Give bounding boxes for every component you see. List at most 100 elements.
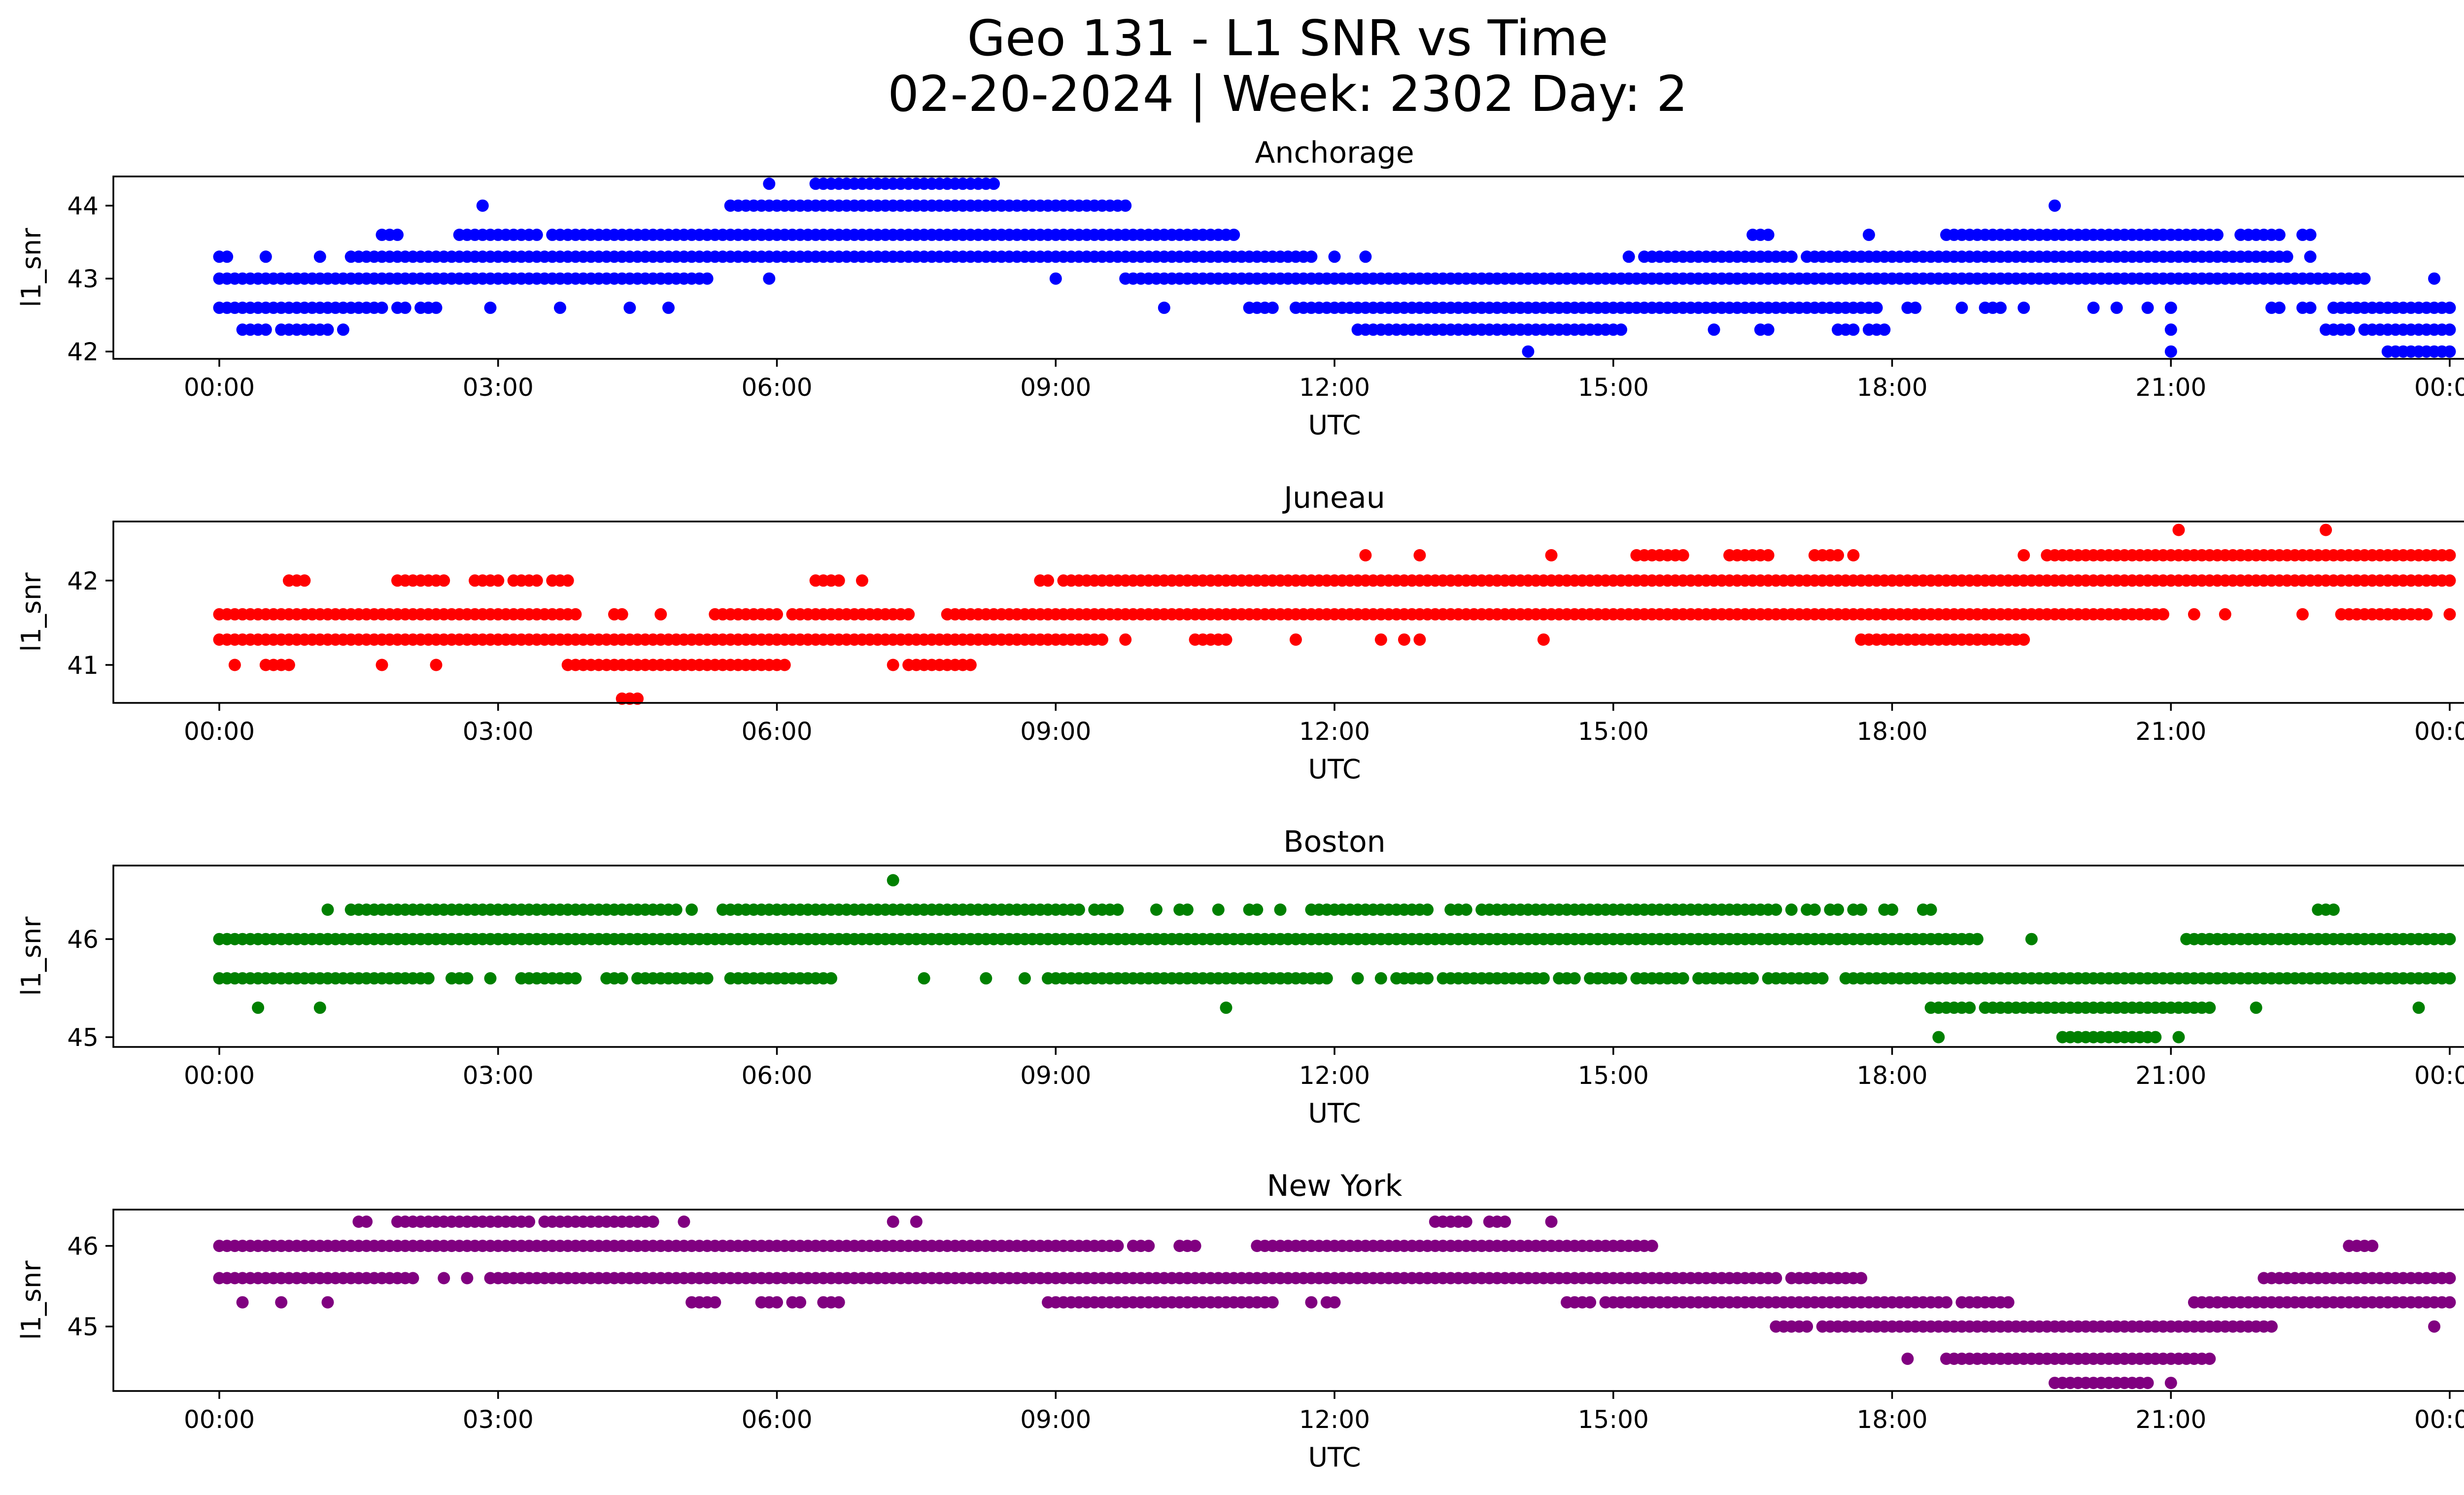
- data-point: [2141, 1377, 2154, 1390]
- data-point: [887, 659, 899, 671]
- x-tick-label: 15:00: [1578, 373, 1649, 402]
- x-tick-label: 21:00: [2135, 373, 2206, 402]
- y-tick-label: 42: [67, 338, 99, 366]
- data-point: [1096, 633, 1108, 646]
- data-point: [1220, 1001, 1232, 1014]
- data-point: [1862, 228, 1875, 241]
- data-point: [313, 250, 326, 263]
- x-tick-label: 15:00: [1578, 1061, 1649, 1090]
- data-point: [1971, 933, 1984, 945]
- x-tick-label: 03:00: [463, 717, 534, 746]
- data-point: [2443, 972, 2456, 985]
- data-point: [1189, 1240, 1201, 1252]
- data-point: [988, 177, 1000, 190]
- data-point: [1359, 250, 1372, 263]
- data-point: [1460, 904, 1472, 916]
- data-point: [252, 1001, 265, 1014]
- data-point: [1537, 633, 1550, 646]
- data-point: [709, 1296, 721, 1309]
- data-point: [1328, 1296, 1341, 1309]
- data-point: [2049, 199, 2061, 212]
- data-point: [1545, 549, 1558, 561]
- x-tick-label: 06:00: [741, 1061, 812, 1090]
- data-point: [1150, 904, 1163, 916]
- x-axis-label: UTC: [1308, 754, 1361, 785]
- data-point: [2087, 301, 2100, 314]
- x-tick-label: 12:00: [1299, 1061, 1370, 1090]
- data-point: [337, 323, 349, 336]
- x-tick-label: 09:00: [1020, 1061, 1091, 1090]
- data-point: [662, 301, 675, 314]
- data-point: [1762, 549, 1775, 561]
- data-point: [1832, 904, 1844, 916]
- data-point: [1816, 972, 1829, 985]
- data-point: [1909, 301, 1922, 314]
- x-tick-label: 09:00: [1020, 717, 1091, 746]
- data-point: [1785, 250, 1798, 263]
- data-point: [2018, 633, 2030, 646]
- data-point: [561, 574, 574, 587]
- data-point: [1111, 904, 1124, 916]
- data-point: [1460, 1216, 1472, 1228]
- data-point: [1042, 574, 1054, 587]
- y-axis-label: l1_snr: [16, 916, 47, 996]
- data-point: [1886, 904, 1898, 916]
- x-tick-label: 03:00: [463, 373, 534, 402]
- data-point: [2281, 250, 2293, 263]
- data-point: [1072, 904, 1085, 916]
- x-tick-label: 18:00: [1856, 717, 1927, 746]
- data-point: [1537, 972, 1550, 985]
- data-point: [685, 904, 698, 916]
- x-tick-label: 06:00: [741, 373, 812, 402]
- data-point: [2443, 1272, 2456, 1285]
- data-point: [2273, 228, 2286, 241]
- data-point: [438, 574, 450, 587]
- data-point: [1359, 549, 1372, 561]
- data-point: [376, 659, 388, 671]
- data-point: [778, 659, 791, 671]
- data-point: [2211, 228, 2224, 241]
- data-point: [2203, 1353, 2216, 1365]
- data-point: [461, 972, 474, 985]
- figure-title-line1: Geo 131 - L1 SNR vs Time: [967, 9, 1608, 67]
- data-point: [1568, 972, 1581, 985]
- data-point: [530, 228, 543, 241]
- data-point: [476, 199, 489, 212]
- subplot-title: New York: [1267, 1169, 1403, 1203]
- data-point: [569, 972, 582, 985]
- data-point: [1584, 1296, 1597, 1309]
- data-point: [530, 574, 543, 587]
- data-point: [701, 972, 714, 985]
- data-point: [678, 1216, 690, 1228]
- data-point: [918, 972, 930, 985]
- data-point: [1808, 904, 1821, 916]
- x-tick-label: 00:00: [184, 373, 255, 402]
- data-point: [2203, 1001, 2216, 1014]
- data-point: [1119, 633, 1132, 646]
- data-point: [1746, 972, 1759, 985]
- data-point: [1289, 633, 1302, 646]
- data-point: [1111, 1240, 1124, 1252]
- data-point: [1266, 301, 1279, 314]
- data-point: [832, 574, 845, 587]
- data-point: [2250, 1001, 2262, 1014]
- y-tick-label: 45: [67, 1023, 99, 1052]
- data-point: [1855, 904, 1868, 916]
- data-point: [832, 1296, 845, 1309]
- data-point: [825, 972, 837, 985]
- data-point: [794, 1296, 807, 1309]
- data-point: [2304, 301, 2317, 314]
- data-point: [1677, 972, 1689, 985]
- data-point: [1994, 301, 2007, 314]
- data-point: [1413, 633, 1426, 646]
- data-point: [430, 659, 443, 671]
- data-point: [1878, 323, 1891, 336]
- data-point: [1142, 1240, 1155, 1252]
- data-point: [2164, 345, 2177, 358]
- data-point: [616, 608, 628, 621]
- axes-frame: [112, 865, 2464, 1048]
- x-axis-label: UTC: [1308, 1442, 1361, 1473]
- data-point: [964, 659, 977, 671]
- data-point: [1785, 904, 1798, 916]
